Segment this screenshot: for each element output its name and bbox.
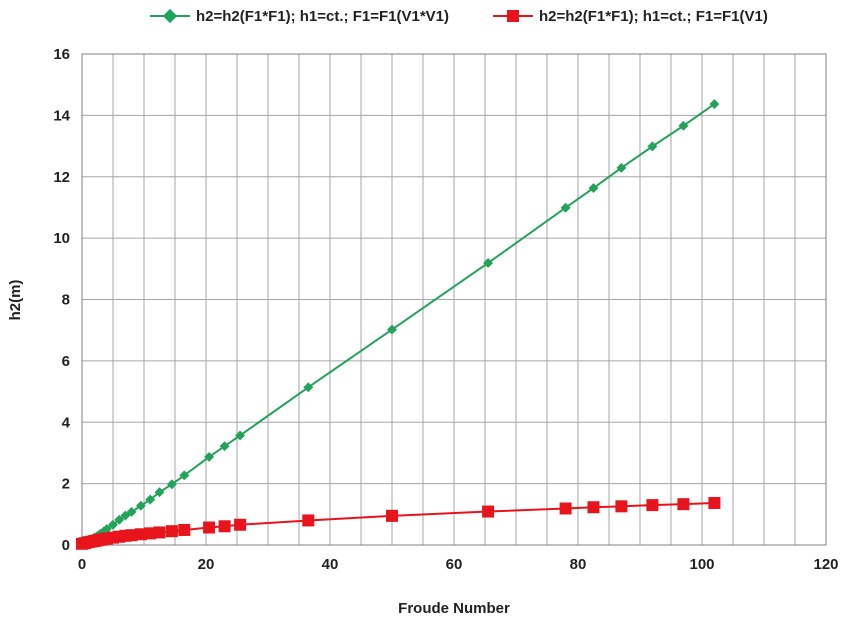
data-point-diamond (108, 519, 118, 530)
y-tick-label: 2 (62, 476, 70, 493)
data-point-square (165, 525, 178, 538)
data-point-square (234, 518, 247, 531)
y-tick-label: 10 (53, 230, 70, 247)
data-point-square (134, 528, 147, 541)
series-layer (76, 99, 721, 550)
y-tick-label: 12 (53, 169, 70, 186)
series-1 (77, 99, 720, 549)
data-point-square (203, 521, 216, 534)
data-point-square (559, 502, 572, 515)
data-point-square (646, 499, 659, 512)
x-tick-label: 100 (689, 556, 714, 573)
y-tick-label: 4 (62, 414, 71, 431)
data-point-diamond (560, 202, 571, 213)
y-tick-label: 16 (53, 46, 70, 63)
data-point-square (218, 520, 231, 533)
y-axis-title: h2(m) (7, 280, 24, 321)
legend-item-series-1: h2=h2(F1*F1); h1=ct.; F1=F1(V1*V1) (150, 8, 449, 25)
data-point-diamond (219, 441, 230, 452)
data-point-diamond (166, 479, 177, 490)
data-point-square (119, 529, 132, 542)
data-point-diamond (204, 451, 215, 462)
x-axis-title: Froude Number (398, 600, 510, 617)
legend-label-series-1: h2=h2(F1*F1); h1=ct.; F1=F1(V1*V1) (196, 8, 449, 25)
x-axis-ticks: 0 20 40 60 80 100 120 (78, 556, 839, 573)
x-tick-label: 20 (198, 556, 215, 573)
data-point-diamond (483, 258, 494, 268)
data-point-square (386, 509, 398, 522)
data-point-diamond (588, 183, 599, 194)
y-tick-label: 8 (62, 292, 70, 309)
data-point-diamond (101, 524, 112, 534)
data-point-diamond (126, 506, 137, 517)
data-point-diamond (303, 382, 314, 393)
data-point-diamond (179, 470, 190, 481)
x-tick-label: 0 (78, 556, 86, 573)
data-point-square (708, 496, 721, 509)
data-point-diamond (135, 500, 146, 511)
x-tick-label: 120 (813, 556, 838, 573)
data-point-square (125, 529, 138, 542)
series-2 (76, 496, 721, 550)
data-point-diamond (678, 120, 689, 131)
y-tick-label: 14 (53, 107, 70, 124)
data-point-square (178, 523, 191, 536)
data-point-diamond (235, 430, 246, 441)
plot-area-border (81, 53, 827, 546)
data-point-diamond (145, 494, 156, 505)
data-point-diamond (114, 514, 125, 525)
y-tick-label: 6 (62, 353, 70, 370)
y-tick-label: 0 (62, 537, 70, 554)
x-tick-label: 80 (570, 556, 587, 573)
grid (81, 53, 827, 546)
data-point-diamond (616, 162, 627, 173)
data-point-diamond (387, 324, 397, 335)
data-point-square (144, 527, 157, 540)
data-point-square (153, 526, 166, 539)
data-point-diamond (154, 487, 165, 498)
x-tick-label: 60 (446, 556, 463, 573)
data-point-diamond (709, 99, 720, 109)
legend-item-series-2: h2=h2(F1*F1); h1=ct.; F1=F1(V1) (493, 8, 768, 25)
legend-label-series-2: h2=h2(F1*F1); h1=ct.; F1=F1(V1) (539, 8, 768, 25)
legend: h2=h2(F1*F1); h1=ct.; F1=F1(V1*V1) h2=h2… (150, 8, 768, 25)
y-axis-ticks: 0 2 4 6 8 10 12 14 16 (53, 46, 70, 554)
x-tick-label: 40 (322, 556, 339, 573)
data-point-square (587, 501, 600, 514)
data-point-square (302, 514, 315, 527)
data-point-diamond (647, 141, 658, 152)
legend-marker-diamond (162, 8, 178, 24)
data-point-square (482, 505, 495, 518)
data-point-square (677, 498, 690, 511)
legend-marker-square (507, 10, 519, 22)
data-point-square (615, 500, 628, 513)
